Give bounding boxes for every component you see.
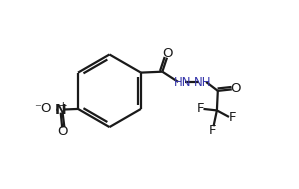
Text: F: F — [196, 102, 204, 115]
Text: NH: NH — [194, 76, 212, 89]
Text: F: F — [209, 124, 216, 137]
Text: +: + — [60, 101, 68, 111]
Text: F: F — [229, 111, 236, 124]
Text: ⁻O: ⁻O — [34, 102, 52, 115]
Text: N: N — [54, 103, 66, 117]
Text: O: O — [231, 82, 241, 95]
Text: O: O — [162, 47, 173, 60]
Text: HN: HN — [174, 76, 192, 89]
Text: O: O — [58, 125, 68, 138]
